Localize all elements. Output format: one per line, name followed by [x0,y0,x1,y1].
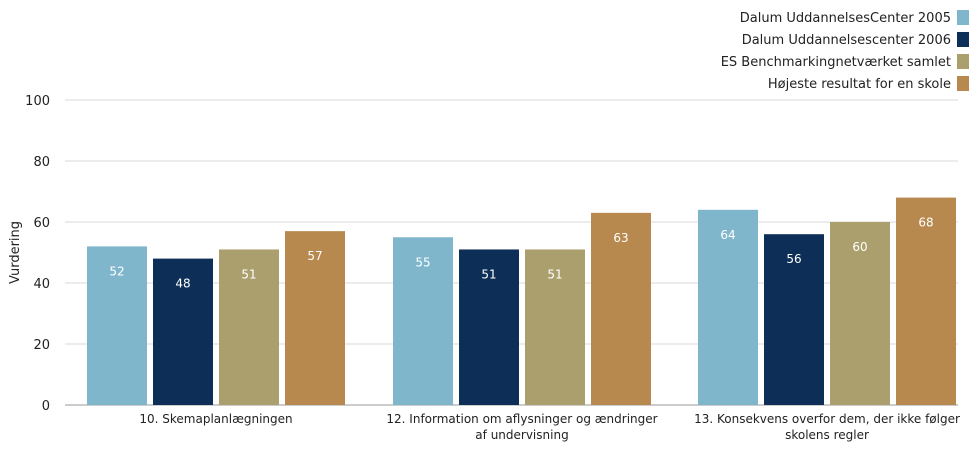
bar [459,249,519,405]
x-tick-label: skolens regler [785,428,869,442]
y-tick-label: 0 [42,399,50,414]
bar [764,234,824,405]
y-tick-label: 80 [33,155,50,170]
legend-swatch [957,32,969,47]
bar-value-label: 51 [241,267,256,281]
bar-value-label: 48 [175,277,190,291]
x-tick-label: 13. Konsekvens overfor dem, der ikke føl… [694,412,960,426]
bar [219,249,279,405]
legend-label: Dalum UddannelsesCenter 2005 [740,11,951,26]
bar-value-label: 51 [481,267,496,281]
bar-value-label: 57 [307,249,322,263]
bar-value-label: 68 [918,216,933,230]
legend-swatch [957,10,969,25]
bar [285,231,345,405]
x-tick-label: 10. Skemaplanlægningen [139,412,292,426]
bar-value-label: 64 [720,228,735,242]
bar [830,222,890,405]
y-tick-label: 60 [33,216,50,231]
bar-value-label: 56 [786,252,801,266]
bar [87,246,147,405]
x-tick-label: 12. Information om aflysninger og ændrin… [386,412,657,426]
bar [698,209,758,405]
y-axis-label: Vurdering [8,221,23,284]
legend-label: Højeste resultat for en skole [768,77,951,92]
legend-swatch [957,54,969,69]
bar [153,258,213,405]
y-tick-label: 40 [33,277,50,292]
x-tick-label: af undervisning [475,428,568,442]
bar [896,197,956,405]
bar-value-label: 51 [547,267,562,281]
legend-swatch [957,76,969,91]
legend-label: Dalum Uddannelsescenter 2006 [742,33,951,48]
bar [591,212,651,405]
bar-value-label: 63 [613,231,628,245]
bar [393,237,453,405]
y-tick-label: 20 [33,338,50,353]
y-tick-label: 100 [25,94,50,109]
legend-label: ES Benchmarkingnetværket samlet [721,55,951,70]
bar-value-label: 60 [852,240,867,254]
bar-value-label: 52 [109,264,124,278]
bar [525,249,585,405]
bar-value-label: 55 [415,255,430,269]
